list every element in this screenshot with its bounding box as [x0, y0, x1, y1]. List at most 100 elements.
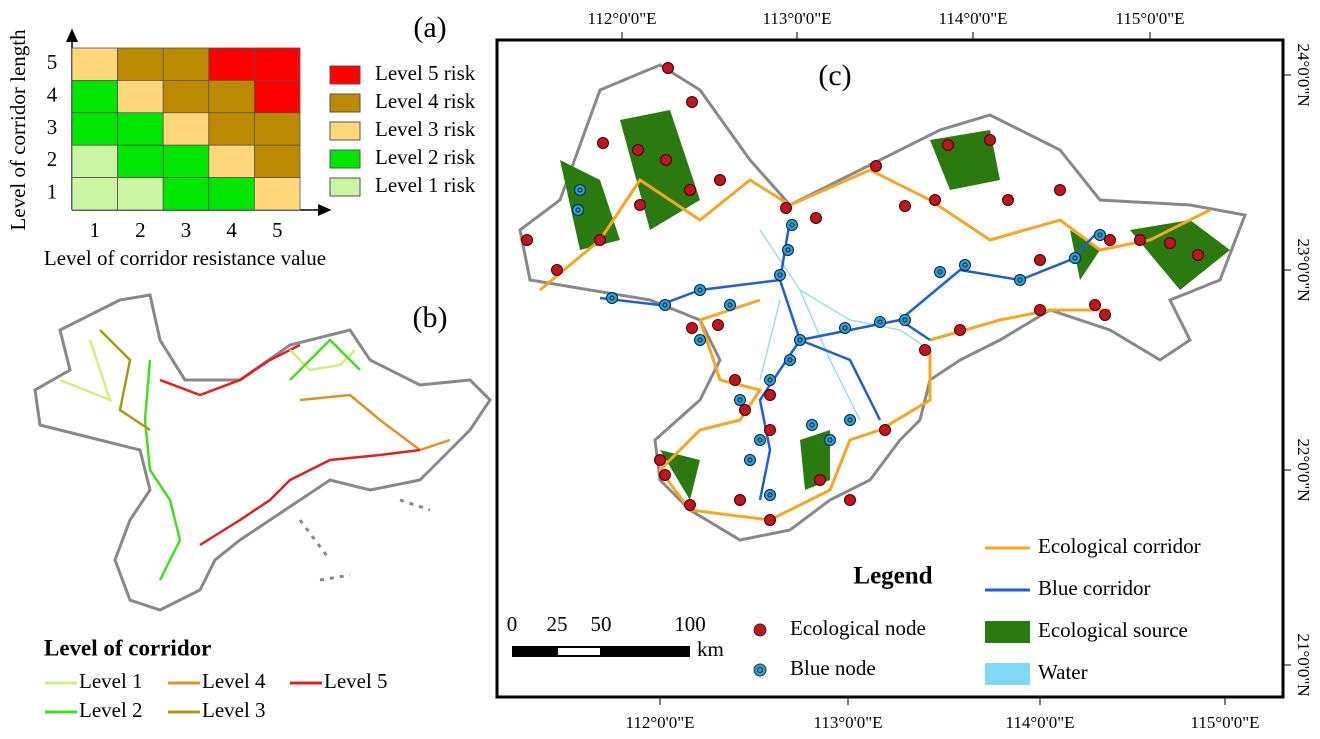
- map-b: [35, 295, 490, 610]
- scale-label: 50: [591, 612, 612, 636]
- risk-cell: [163, 80, 209, 112]
- top-label: 112°0'0"E: [587, 9, 656, 28]
- ecological-node: [552, 265, 563, 276]
- legend-label: Ecological node: [790, 616, 926, 640]
- legend-symbol: [754, 624, 766, 636]
- risk-cell: [209, 80, 255, 112]
- legend-swatch: [330, 150, 360, 168]
- y-tick-label: 4: [47, 82, 58, 106]
- legend-swatch: [330, 94, 360, 112]
- legend-title: Legend: [853, 563, 932, 590]
- ecological-node: [985, 135, 996, 146]
- legend-swatch: [330, 122, 360, 140]
- ecological-node: [715, 175, 726, 186]
- top-label: 115°0'0"E: [1115, 9, 1184, 28]
- legend-label: Water: [1038, 660, 1088, 684]
- risk-cell: [209, 113, 255, 145]
- ecological-node: [1193, 250, 1204, 261]
- x-label: Level of corridor resistance value: [44, 246, 326, 270]
- blue-node: [695, 285, 706, 296]
- ecological-node: [685, 500, 696, 511]
- ecological-node: [1003, 195, 1014, 206]
- risk-cell: [254, 145, 300, 177]
- ecological-node: [661, 155, 672, 166]
- ecological-node: [845, 495, 856, 506]
- ecological-node: [1055, 185, 1066, 196]
- blue-node: [935, 267, 946, 278]
- y-tick-label: 2: [47, 147, 58, 171]
- ecological-node: [880, 425, 891, 436]
- right-label: 21°0'0"N: [1294, 633, 1313, 696]
- scale-label: 25: [547, 612, 568, 636]
- ecological-node: [811, 213, 822, 224]
- risk-cell: [118, 145, 164, 177]
- legend-label: Level 1 risk: [375, 173, 476, 197]
- ecological-node: [598, 138, 609, 149]
- legend-label: Blue corridor: [1038, 576, 1151, 600]
- legend-label: Level 5: [324, 669, 388, 693]
- blue-node: [875, 317, 886, 328]
- blue-node: [775, 270, 786, 281]
- risk-cell: [163, 113, 209, 145]
- ecological-node: [713, 320, 724, 331]
- panel-label: (b): [413, 301, 448, 334]
- legend-label: Level 1: [79, 669, 143, 693]
- ecological-node: [635, 200, 646, 211]
- legend-label: Level 4: [202, 669, 266, 693]
- risk-cell: [254, 178, 300, 210]
- blue-node: [735, 395, 746, 406]
- blue-node: [807, 420, 818, 431]
- blue-node: [795, 335, 806, 346]
- ecological-node: [660, 470, 671, 481]
- ecological-node: [815, 475, 826, 486]
- bottom-label: 114°0'0"E: [1005, 713, 1074, 732]
- ecological-node: [1165, 238, 1176, 249]
- risk-cell: [163, 178, 209, 210]
- risk-cell: [254, 113, 300, 145]
- legend-label: Level 3: [202, 698, 266, 722]
- ecological-node: [1035, 305, 1046, 316]
- ecological-node: [930, 195, 941, 206]
- right-label: 23°0'0"N: [1294, 238, 1313, 301]
- ecological-node: [1035, 255, 1046, 266]
- legend-symbol: [754, 664, 766, 676]
- blue-node: [840, 323, 851, 334]
- scale-unit: km: [697, 637, 724, 661]
- blue-node: [573, 205, 584, 216]
- figure: (a) Level of corridor resistance value L…: [0, 0, 1320, 739]
- legend-symbol: [985, 621, 1030, 643]
- x-tick-label: 3: [181, 218, 192, 242]
- ecological-node: [687, 323, 698, 334]
- risk-cell: [118, 178, 164, 210]
- risk-cell: [254, 48, 300, 80]
- blue-node: [825, 435, 836, 446]
- panel-label: (a): [413, 11, 446, 44]
- ecological-node: [920, 345, 931, 356]
- ecological-node: [655, 455, 666, 466]
- legend-symbol: [985, 663, 1030, 685]
- legend-label: Level 4 risk: [375, 89, 476, 113]
- x-tick-label: 4: [226, 218, 237, 242]
- ecological-node: [955, 325, 966, 336]
- blue-node: [607, 293, 618, 304]
- risk-cell: [118, 48, 164, 80]
- blue-node: [785, 355, 796, 366]
- risk-cell: [209, 48, 255, 80]
- ecological-node: [871, 161, 882, 172]
- blue-node: [660, 300, 671, 311]
- corridors-b: [60, 330, 450, 580]
- blue-node: [1095, 230, 1106, 241]
- ecological-node: [1135, 235, 1146, 246]
- bottom-label: 115°0'0"E: [1190, 713, 1259, 732]
- blue-node: [765, 375, 776, 386]
- right-label: 24°0'0"N: [1294, 43, 1313, 106]
- bottom-label: 113°0'0"E: [813, 713, 882, 732]
- ecological-node: [633, 145, 644, 156]
- legend-label: Level 2: [79, 698, 143, 722]
- y-tick-label: 3: [47, 115, 58, 139]
- blue-node: [725, 300, 736, 311]
- risk-cell: [72, 178, 118, 210]
- risk-cell: [209, 178, 255, 210]
- legend-swatch: [330, 66, 360, 84]
- risk-cell: [118, 113, 164, 145]
